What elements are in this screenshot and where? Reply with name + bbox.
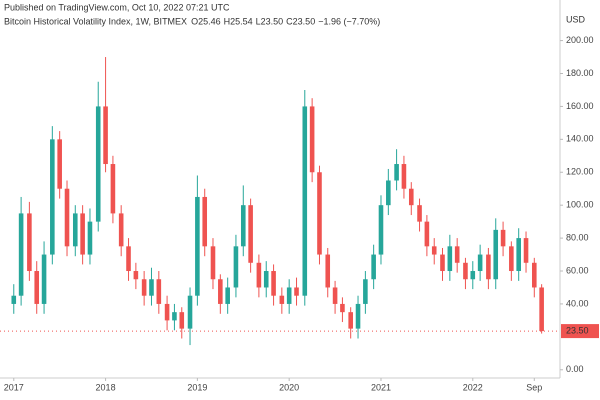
candle-body — [378, 205, 384, 255]
candle-body — [463, 262, 468, 280]
candle-body — [256, 262, 262, 288]
candle-body — [493, 229, 499, 280]
candle-body — [263, 271, 269, 288]
ohlc-text: −1.96 (−7.70%) — [318, 16, 380, 26]
candle-body — [87, 221, 93, 255]
candle-body — [286, 287, 292, 304]
chart-title: Bitcoin Historical Volatility Index, 1W,… — [4, 16, 187, 26]
y-tick-label: 140.00 — [566, 134, 594, 144]
candle-body — [41, 254, 47, 304]
x-tick-label: 2019 — [187, 382, 207, 392]
candle-body — [50, 139, 55, 255]
candle-body — [164, 303, 170, 321]
candle-body — [424, 221, 430, 247]
candle-body — [27, 213, 32, 272]
x-tick-label: Sep — [526, 382, 542, 392]
candle-body — [34, 271, 40, 304]
x-tick-label: 2018 — [96, 382, 116, 392]
candle-body — [225, 287, 230, 304]
candle-body — [248, 205, 253, 263]
candle-body — [218, 279, 223, 304]
candle-body — [233, 246, 239, 288]
last-price-label: 23.50 — [566, 325, 589, 335]
candle-body — [363, 279, 368, 304]
candle-body — [386, 180, 391, 206]
y-tick-label: 40.00 — [566, 298, 589, 308]
ohlc-text: O25.46 — [191, 16, 221, 26]
y-tick-label: 200.00 — [566, 35, 594, 45]
x-tick-label: 2017 — [4, 382, 24, 392]
candle-body — [302, 106, 308, 296]
candle-body — [133, 271, 139, 280]
candle-body — [202, 196, 208, 247]
candle-body — [149, 279, 154, 296]
y-tick-label: 180.00 — [566, 68, 594, 78]
candle-body — [408, 188, 414, 206]
candle-body — [447, 246, 453, 272]
candle-body — [187, 295, 193, 329]
candle-body — [355, 303, 361, 329]
candle-body — [401, 164, 407, 189]
x-tick-label: 2021 — [371, 382, 391, 392]
candle-body — [18, 213, 24, 296]
candle-body — [172, 312, 177, 321]
last-price-box — [561, 324, 599, 339]
candle-body — [156, 279, 162, 304]
candle-body — [477, 254, 483, 272]
candle-body — [195, 196, 200, 296]
candle-body — [294, 287, 299, 296]
candle-body — [271, 271, 276, 296]
candle-body — [118, 213, 124, 247]
y-tick-label: 80.00 — [566, 232, 589, 242]
candle-body — [210, 246, 216, 280]
y-tick-label: 0.00 — [566, 364, 584, 374]
y-tick-label: 60.00 — [566, 265, 589, 275]
candle-body — [454, 246, 460, 263]
y-tick-label: 160.00 — [566, 101, 594, 111]
candle-body — [279, 295, 285, 304]
candle-body — [509, 246, 514, 272]
candle-body — [486, 254, 491, 280]
ohlc-text: H25.54 — [224, 16, 253, 26]
candle-body — [103, 106, 108, 165]
candle-body — [532, 262, 537, 288]
candle-body — [394, 164, 399, 181]
candle-body — [57, 139, 62, 189]
candle-body — [470, 271, 476, 280]
y-tick-label: 100.00 — [566, 200, 594, 210]
currency: USD — [566, 14, 586, 24]
x-tick-label: 2020 — [279, 382, 299, 392]
candle-body — [539, 287, 544, 332]
candle-body — [80, 213, 85, 255]
candle-body — [309, 106, 315, 173]
candle-body — [95, 106, 101, 222]
candle-body — [126, 246, 131, 272]
candle-body — [64, 188, 70, 247]
candle-body — [431, 246, 437, 255]
candle-body — [516, 238, 521, 272]
y-tick-label: 120.00 — [566, 167, 594, 177]
publisher: Published on TradingView.com, Oct 10, 20… — [4, 2, 230, 12]
candle-body — [371, 254, 376, 280]
candle-body — [325, 254, 331, 288]
candle-body — [500, 229, 506, 247]
x-tick-label: 2022 — [463, 382, 483, 392]
candle-body — [240, 205, 246, 247]
ohlc-text: C23.50 — [286, 16, 315, 26]
candle-body — [340, 303, 345, 313]
candle-body — [141, 279, 147, 296]
candle-body — [523, 238, 529, 263]
candle-body — [179, 312, 185, 329]
candle-body — [417, 205, 422, 222]
candle-body — [110, 164, 116, 214]
candle-body — [72, 213, 78, 247]
candle-body — [348, 312, 353, 329]
candle-body — [11, 295, 17, 304]
ohlc-text: L23.50 — [256, 16, 284, 26]
candle-body — [317, 172, 322, 255]
candle-body — [332, 287, 338, 304]
candle-body — [440, 254, 445, 272]
